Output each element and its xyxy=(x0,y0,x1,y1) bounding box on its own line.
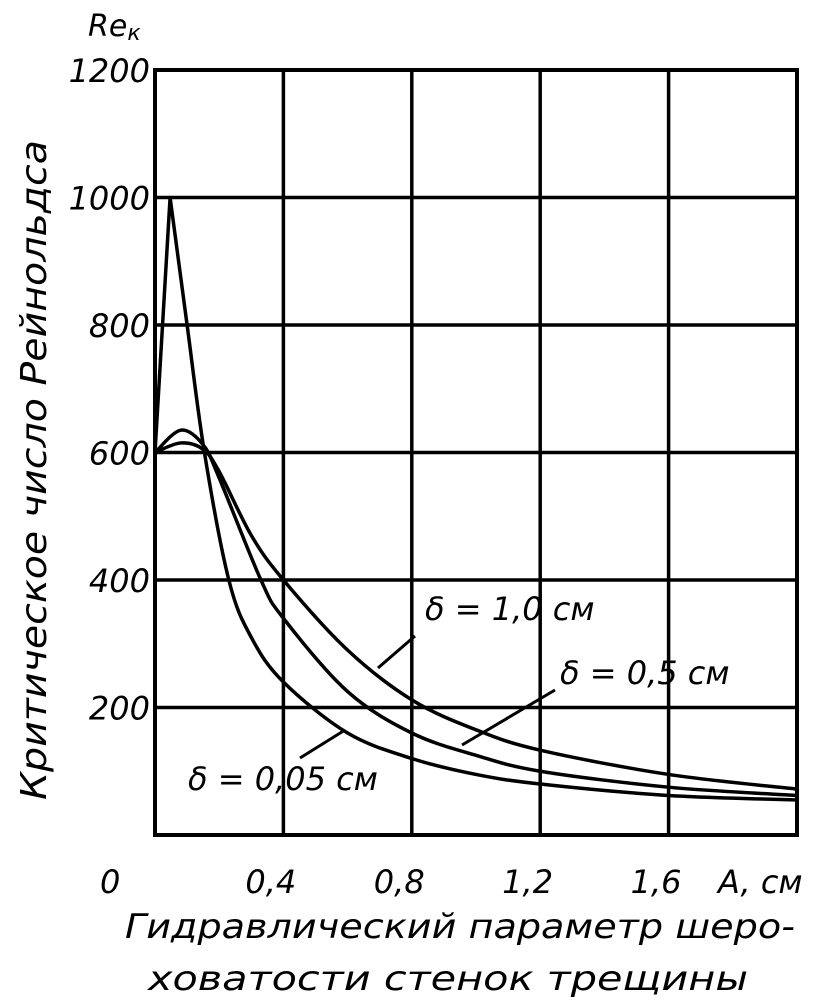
annotation-series-3: δ = 0,05 см xyxy=(188,760,378,798)
y-tick-label: 600 xyxy=(89,435,150,473)
x-axis-label-line-1: Гидравлический параметр шеро- xyxy=(125,907,795,947)
x-tick-label: 0,8 xyxy=(374,863,425,901)
y-tick-label: 200 xyxy=(89,690,150,728)
x-axis-label-line-2: ховатости стенок трещины xyxy=(147,959,748,999)
annotations: δ = 1,0 см δ = 0,5 см δ = 0,05 см xyxy=(188,590,730,798)
annotation-series-1: δ = 1,0 см xyxy=(425,590,595,628)
leader-line-series-3 xyxy=(299,728,346,760)
y-tick-label: 1000 xyxy=(69,180,150,218)
x-tick-label: 1,6 xyxy=(631,863,682,901)
leader-line-series-1 xyxy=(377,634,416,670)
y-axis-symbol: Reк xyxy=(88,9,141,46)
grid xyxy=(153,68,799,837)
series-line-3 xyxy=(153,195,798,802)
x-tick-label: 0,4 xyxy=(245,863,296,901)
x-tick-label: 0 xyxy=(100,863,120,901)
curves xyxy=(153,195,798,802)
x-axis-unit-label: A, см xyxy=(716,863,803,901)
leader-line-series-2 xyxy=(461,688,556,747)
x-tick-label: 1,2 xyxy=(502,863,553,901)
y-tick-label: 800 xyxy=(89,307,150,345)
y-tick-label: 1200 xyxy=(69,52,150,90)
tick-labels: 0 0,4 0,8 1,2 1,6 200 400 600 800 1000 1200 xyxy=(69,52,682,901)
y-axis-label: Критическое число Рейнольдса xyxy=(14,140,55,800)
y-tick-label: 400 xyxy=(89,562,150,600)
annotation-series-2: δ = 0,5 см xyxy=(560,654,730,692)
